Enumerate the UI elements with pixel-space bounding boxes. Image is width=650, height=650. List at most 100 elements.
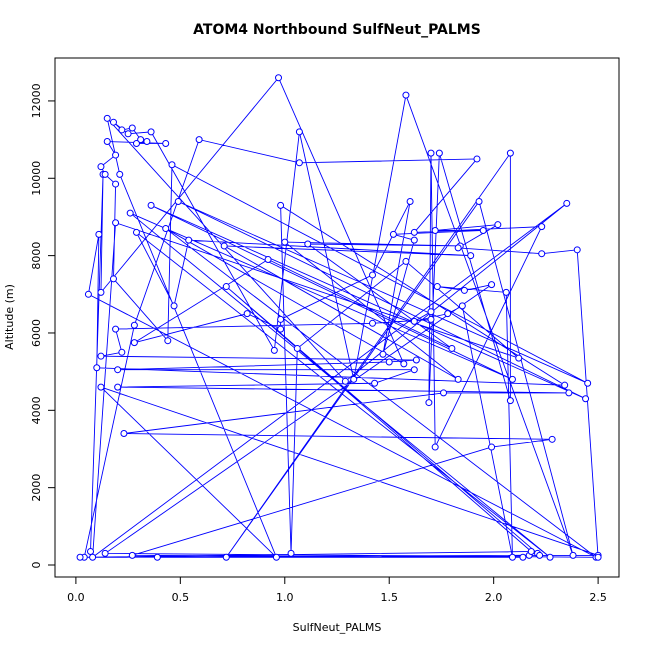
data-point: [101, 549, 109, 557]
data-point: [130, 339, 138, 347]
data-point: [164, 337, 172, 345]
data-point: [458, 302, 466, 310]
data-point: [508, 553, 516, 561]
data-point: [112, 219, 120, 227]
data-point: [473, 155, 481, 163]
data-point: [410, 236, 418, 244]
data-point: [97, 352, 105, 360]
data-point: [379, 350, 387, 358]
data-point: [120, 430, 128, 438]
data-point: [467, 252, 475, 260]
data-point: [128, 551, 136, 559]
data-point: [350, 375, 358, 383]
y-tick-label: 2000: [30, 474, 43, 502]
data-point: [433, 283, 441, 291]
data-point: [112, 325, 120, 333]
data-point: [195, 136, 203, 144]
data-point: [563, 199, 571, 207]
data-point: [295, 159, 303, 167]
data-point: [582, 395, 590, 403]
data-point: [170, 302, 178, 310]
data-point: [515, 354, 523, 362]
data-line: [80, 76, 599, 559]
data-point: [112, 151, 120, 159]
data-point: [147, 128, 155, 136]
data-point: [114, 383, 122, 391]
data-point: [502, 288, 510, 296]
data-point: [389, 230, 397, 238]
data-point: [369, 271, 377, 279]
data-point: [519, 553, 527, 561]
data-point: [506, 397, 514, 405]
data-point: [222, 553, 230, 561]
chart-title: ATOM4 Northbound SulfNeut_PALMS: [193, 22, 481, 38]
data-point: [488, 443, 496, 451]
data-point: [410, 228, 418, 236]
y-tick-label: 8000: [30, 242, 43, 270]
data-point: [538, 250, 546, 258]
data-point: [275, 74, 283, 82]
data-point: [431, 443, 439, 451]
data-point: [538, 223, 546, 231]
data-point: [440, 389, 448, 397]
data-point: [287, 549, 295, 557]
data-point: [494, 221, 502, 229]
data-point: [270, 346, 278, 354]
data-point: [109, 118, 117, 126]
data-point: [97, 163, 105, 171]
data-point: [118, 348, 126, 356]
data-point: [548, 435, 556, 443]
data-point: [584, 379, 592, 387]
y-tick-label: 0: [30, 562, 43, 569]
data-point: [109, 275, 117, 283]
data-point: [444, 310, 452, 318]
x-tick-label: 0.0: [67, 591, 85, 604]
data-point: [527, 547, 535, 555]
data-point: [402, 91, 410, 99]
data-point: [174, 197, 182, 205]
data-point: [101, 170, 109, 178]
data-point: [402, 257, 410, 265]
data-point: [546, 553, 554, 561]
data-point: [132, 139, 140, 147]
data-point: [126, 209, 134, 217]
x-tick-label: 1.0: [276, 591, 294, 604]
data-point: [506, 149, 514, 157]
data-point: [341, 377, 349, 385]
data-point: [536, 551, 544, 559]
data-point: [222, 283, 230, 291]
data-point: [87, 547, 95, 555]
data-point: [124, 130, 132, 138]
data-point: [243, 310, 251, 318]
data-point: [475, 197, 483, 205]
y-tick-label: 6000: [30, 319, 43, 347]
data-point: [427, 149, 435, 157]
data-point: [304, 240, 312, 248]
data-point: [93, 364, 101, 372]
x-tick-label: 2.0: [485, 591, 503, 604]
data-point: [114, 366, 122, 374]
data-point: [162, 225, 170, 233]
data-point: [89, 553, 97, 561]
data-point: [431, 226, 439, 234]
data-point: [460, 286, 468, 294]
data-point: [103, 114, 111, 122]
data-point: [448, 344, 456, 352]
y-tick-label: 12000: [30, 83, 43, 118]
data-point: [594, 553, 602, 561]
data-point: [130, 321, 138, 329]
data-point: [281, 238, 289, 246]
data-point: [277, 201, 285, 209]
data-point: [488, 281, 496, 289]
data-point: [128, 124, 136, 132]
data-point: [103, 138, 111, 146]
x-tick-label: 2.5: [589, 591, 607, 604]
y-tick-label: 10000: [30, 161, 43, 196]
data-point: [385, 358, 393, 366]
data-point: [427, 308, 435, 316]
data-point: [427, 315, 435, 323]
data-point: [561, 381, 569, 389]
x-tick-label: 0.5: [172, 591, 190, 604]
x-axis-label: SulfNeut_PALMS: [293, 621, 382, 634]
data-point: [410, 366, 418, 374]
